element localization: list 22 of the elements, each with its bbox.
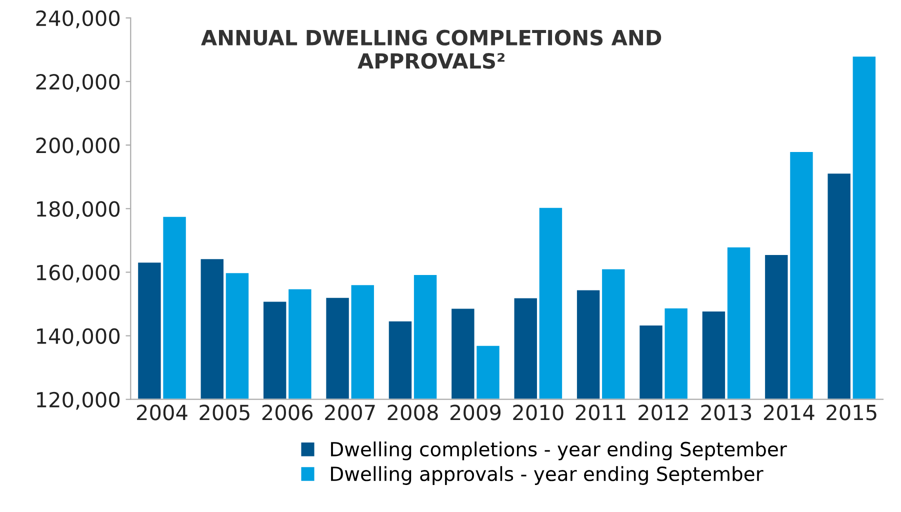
x-tick-label: 2014 — [764, 404, 814, 420]
x-tick-label: 2009 — [450, 404, 501, 420]
legend-label: Dwelling completions - year ending September — [331, 441, 787, 460]
x-tick-label: 2006 — [262, 404, 313, 420]
y-tick-label: 220,000 — [36, 74, 120, 92]
x-tick-label: 2013 — [701, 404, 752, 420]
y-tick-label: 140,000 — [37, 328, 120, 346]
y-tick-label: 200,000 — [36, 138, 120, 156]
x-tick-label: 2011 — [576, 404, 626, 420]
y-tick-label: 180,000 — [37, 201, 120, 219]
x-tick-label: 2004 — [137, 404, 188, 420]
y-tick-label: 120,000 — [37, 392, 120, 410]
x-tick-label: 2007 — [325, 404, 375, 420]
y-tick-label: 240,000 — [36, 10, 120, 28]
x-tick-label: 2008 — [388, 404, 438, 420]
y-tick-label: 160,000 — [37, 264, 120, 283]
legend-label: Dwelling approvals - year ending September — [331, 466, 764, 485]
x-tick-label: 2010 — [513, 404, 564, 420]
x-tick-label: 2015 — [826, 404, 876, 420]
x-tick-label: 2005 — [200, 404, 250, 420]
x-tick-label: 2012 — [638, 404, 688, 420]
text: ANNUAL DWELLING COMPLETIONS AND APPROVALS² — [201, 30, 662, 69]
